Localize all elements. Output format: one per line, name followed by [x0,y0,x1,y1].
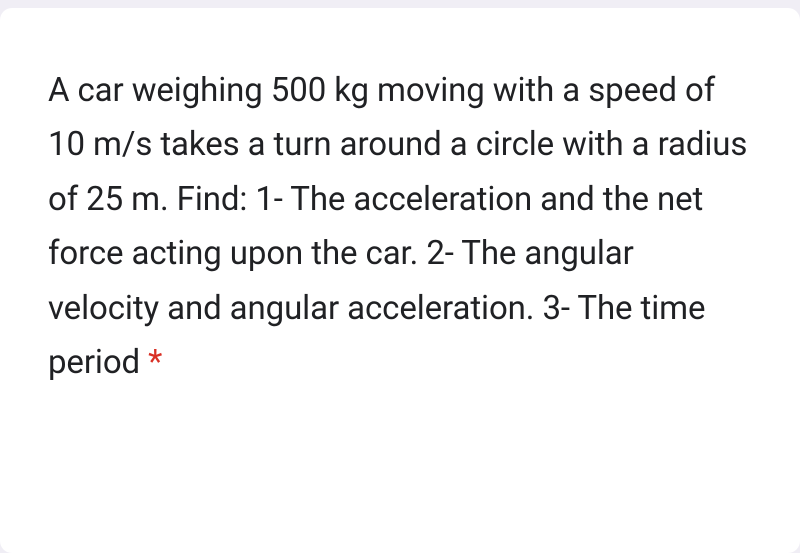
question-body: A car weighing 500 kg moving with a spee… [48,71,747,382]
required-asterisk: * [140,343,162,382]
question-text: A car weighing 500 kg moving with a spee… [48,64,752,391]
question-card: A car weighing 500 kg moving with a spee… [0,8,800,553]
